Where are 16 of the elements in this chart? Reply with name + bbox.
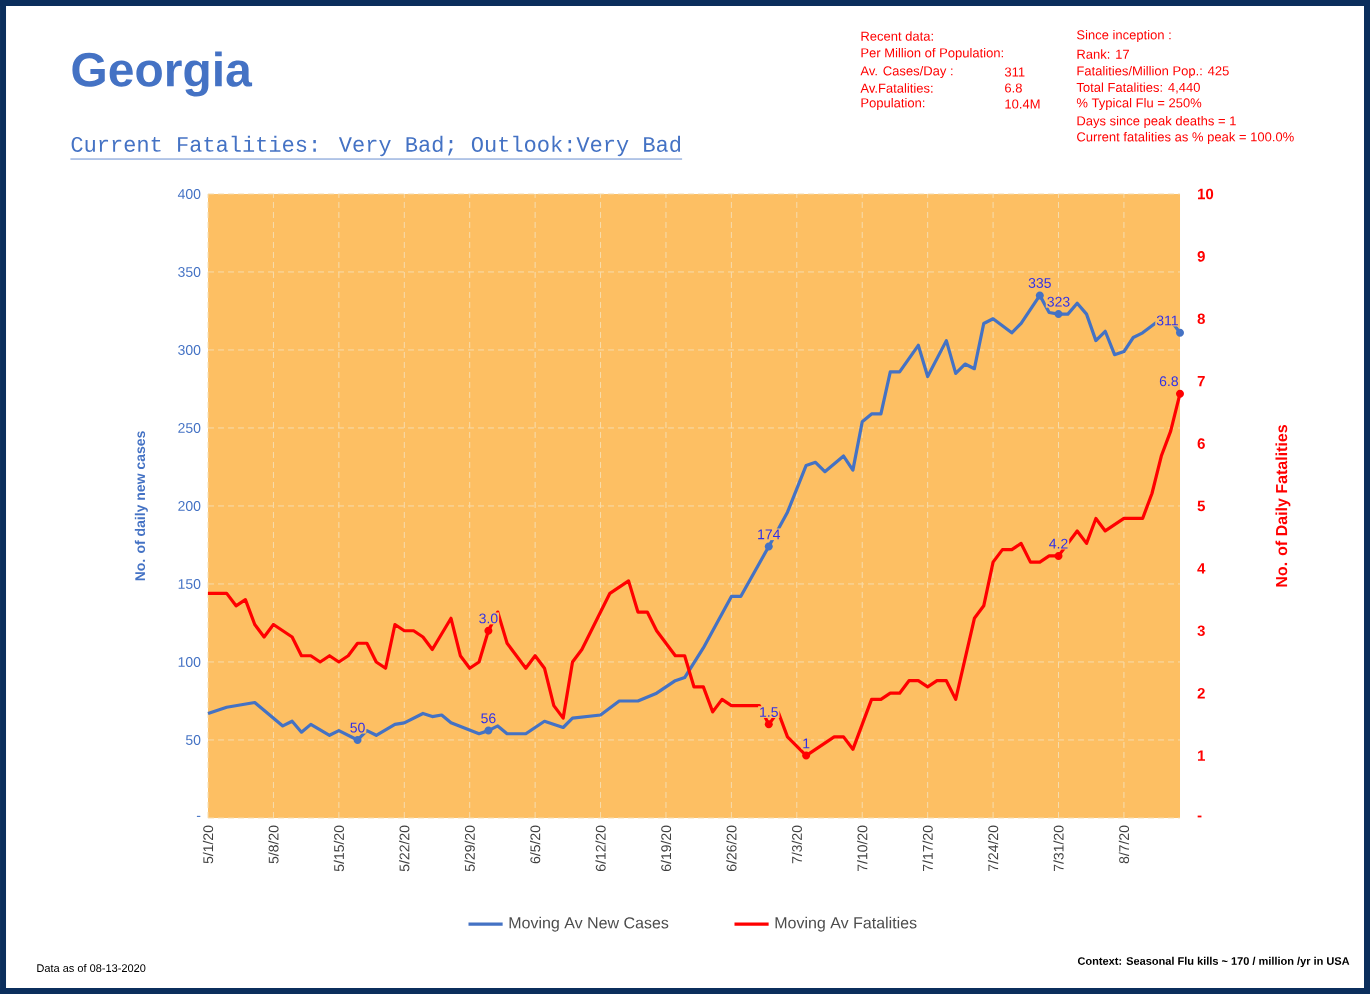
point	[484, 726, 493, 735]
point	[764, 542, 773, 551]
y2-axis-title: No. of Daily Fatalities	[1275, 424, 1291, 587]
point	[353, 735, 362, 744]
point	[1176, 389, 1184, 398]
legend-label: Moving Av Fatalities	[775, 916, 917, 932]
point	[1054, 551, 1063, 560]
point	[1054, 310, 1063, 319]
chart-title: Georgia	[72, 51, 253, 97]
point	[764, 720, 773, 729]
point	[1035, 291, 1044, 300]
legend-label: Moving Av New Cases	[509, 916, 669, 932]
chart-subtitle: Current Fatalities: Very Bad; Outlook:Very Bad	[71, 135, 681, 157]
point	[1176, 328, 1184, 337]
point	[484, 626, 493, 635]
point	[802, 751, 811, 760]
